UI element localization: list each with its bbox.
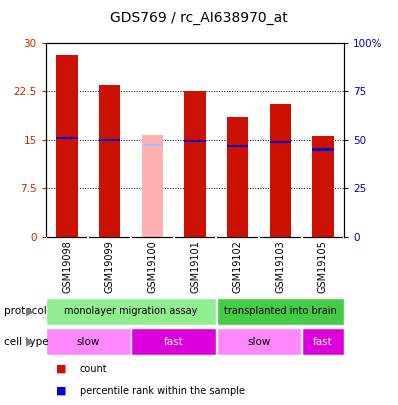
Bar bbox=[184, 140, 206, 142]
Text: GSM19103: GSM19103 bbox=[275, 240, 285, 293]
Bar bbox=[142, 144, 163, 146]
Bar bbox=[131, 328, 216, 355]
Bar bbox=[184, 91, 206, 237]
Text: monolayer migration assay: monolayer migration assay bbox=[64, 307, 198, 316]
Bar bbox=[46, 298, 216, 325]
Text: protocol: protocol bbox=[4, 307, 47, 316]
Text: GSM19102: GSM19102 bbox=[233, 240, 243, 293]
Text: GSM19101: GSM19101 bbox=[190, 240, 200, 293]
Text: cell type: cell type bbox=[4, 337, 49, 347]
Text: slow: slow bbox=[247, 337, 271, 347]
Bar bbox=[227, 145, 248, 147]
Bar bbox=[99, 139, 120, 141]
Text: GSM19100: GSM19100 bbox=[147, 240, 157, 293]
Bar bbox=[270, 104, 291, 237]
Text: count: count bbox=[80, 364, 107, 374]
Text: slow: slow bbox=[77, 337, 100, 347]
Bar bbox=[312, 148, 334, 151]
Text: GDS769 / rc_AI638970_at: GDS769 / rc_AI638970_at bbox=[110, 11, 288, 25]
Text: percentile rank within the sample: percentile rank within the sample bbox=[80, 386, 245, 396]
Text: GSM19098: GSM19098 bbox=[62, 240, 72, 293]
Bar bbox=[227, 117, 248, 237]
Bar bbox=[312, 136, 334, 237]
Text: fast: fast bbox=[164, 337, 183, 347]
Text: ■: ■ bbox=[56, 386, 66, 396]
Bar bbox=[142, 135, 163, 237]
Text: GSM19099: GSM19099 bbox=[105, 240, 115, 293]
Bar bbox=[217, 298, 344, 325]
Bar bbox=[46, 328, 131, 355]
Text: transplanted into brain: transplanted into brain bbox=[224, 307, 337, 316]
Text: fast: fast bbox=[313, 337, 333, 347]
Text: ▶: ▶ bbox=[25, 337, 34, 347]
Text: GSM19105: GSM19105 bbox=[318, 240, 328, 293]
Bar bbox=[57, 136, 78, 139]
Bar bbox=[302, 328, 344, 355]
Bar bbox=[99, 85, 120, 237]
Text: ▶: ▶ bbox=[25, 307, 34, 316]
Bar bbox=[270, 141, 291, 143]
Bar bbox=[57, 55, 78, 237]
Text: ■: ■ bbox=[56, 364, 66, 374]
Bar bbox=[217, 328, 301, 355]
